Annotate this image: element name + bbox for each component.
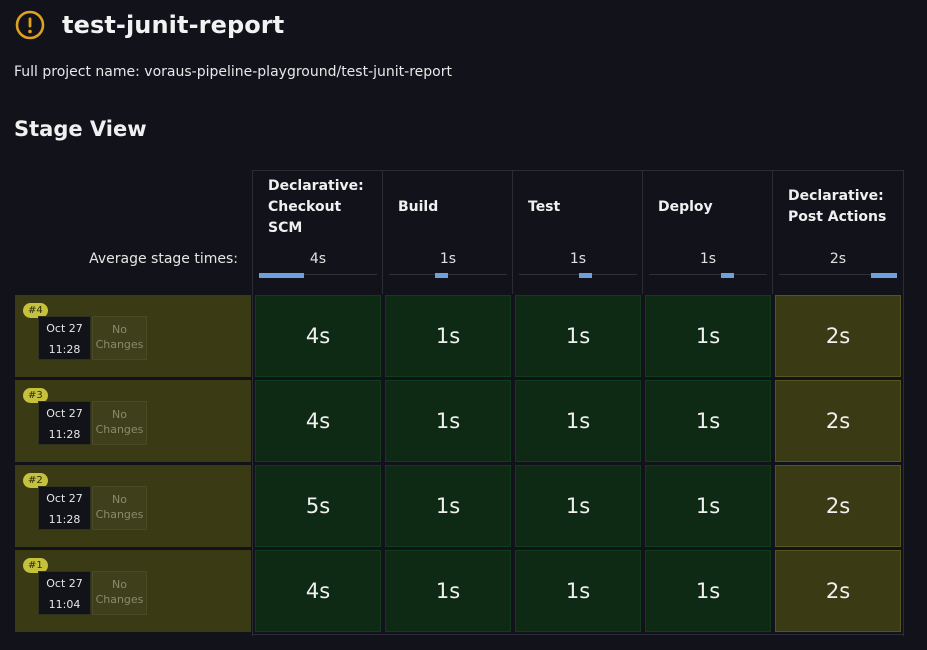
stage-name: Build [398,198,439,215]
stage-cell-success[interactable]: 1s [515,295,641,377]
table-border-bottom [252,634,904,635]
changes-text-line: No [112,493,127,506]
average-stage-times-label: Average stage times: [89,251,238,267]
stage-cell-success[interactable]: 1s [645,465,771,547]
stage-average-bar-track [259,274,377,275]
stage-cell-unstable[interactable]: 2s [775,295,901,377]
stage-average-bar [871,273,897,278]
stage-cell-success[interactable]: 1s [385,380,511,462]
stage-cell-success[interactable]: 4s [255,380,381,462]
stage-cell-success[interactable]: 1s [515,465,641,547]
stage-name: Declarative: Post Actions [788,188,887,225]
build-date: Oct 27 [46,407,83,420]
changes-box[interactable]: No Changes [92,316,147,360]
stage-average-bar-track [519,274,637,275]
stage-cell-unstable[interactable]: 2s [775,380,901,462]
changes-box[interactable]: No Changes [92,486,147,530]
stage-average-bar-track [389,274,507,275]
stage-cell-success[interactable]: 1s [645,295,771,377]
build-number-badge[interactable]: #4 [23,303,48,318]
stage-cell-success[interactable]: 4s [255,295,381,377]
stage-cell-unstable[interactable]: 2s [775,550,901,632]
stage-view-title: Stage View [14,117,147,141]
build-number-badge[interactable]: #2 [23,473,48,488]
page-header: test-junit-report [14,9,284,41]
stage-cell-success[interactable]: 4s [255,550,381,632]
build-number-badge[interactable]: #3 [23,388,48,403]
stage-average-time: 1s [569,251,587,267]
stage-average-bar-track [779,274,897,275]
build-time: 11:28 [48,513,81,526]
stage-header: Test 1s [513,171,643,294]
build-date-box: Oct 27 11:04 [38,571,91,615]
stage-name: Declarative: Checkout SCM [268,177,364,236]
table-border-top [252,170,904,171]
changes-text-line: Changes [95,423,144,436]
stage-average-bar-track [649,274,767,275]
stage-cell-success[interactable]: 1s [645,380,771,462]
changes-box[interactable]: No Changes [92,571,147,615]
changes-text-line: No [112,408,127,421]
changes-text-line: No [112,323,127,336]
table-border-right [903,170,904,636]
stage-average-bar [435,273,448,278]
changes-text-line: No [112,578,127,591]
stage-cell-success[interactable]: 1s [645,550,771,632]
build-date: Oct 27 [46,577,83,590]
full-project-name: Full project name: voraus-pipeline-playg… [14,64,452,80]
changes-text-line: Changes [95,338,144,351]
build-date-box: Oct 27 11:28 [38,486,91,530]
build-run-label[interactable]: #2 Oct 27 11:28 No Changes [15,465,251,547]
build-time: 11:04 [48,598,81,611]
stage-average-time: 2s [829,251,847,267]
stage-name: Deploy [658,198,713,215]
page-title: test-junit-report [62,11,285,39]
stage-average-time: 1s [699,251,717,267]
build-date-box: Oct 27 11:28 [38,316,91,360]
stage-name: Test [528,198,561,215]
changes-text-line: Changes [95,508,144,521]
stage-cell-unstable[interactable]: 2s [775,465,901,547]
stage-header: Declarative: Checkout SCM 4s [253,171,383,294]
build-date: Oct 27 [46,492,83,505]
warning-icon [15,10,45,40]
stage-cell-success[interactable]: 1s [385,550,511,632]
build-date-box: Oct 27 11:28 [38,401,91,445]
build-run-label[interactable]: #3 Oct 27 11:28 No Changes [15,380,251,462]
table-border-left [252,170,253,636]
stage-cell-success[interactable]: 1s [515,550,641,632]
build-run-label[interactable]: #4 Oct 27 11:28 No Changes [15,295,251,377]
build-time: 11:28 [48,343,81,356]
stage-cell-success[interactable]: 1s [385,465,511,547]
stage-average-bar [721,273,734,278]
build-run-label[interactable]: #1 Oct 27 11:04 No Changes [15,550,251,632]
changes-text-line: Changes [95,593,144,606]
stage-average-time: 4s [309,251,327,267]
build-time: 11:28 [48,428,81,441]
stage-average-bar [579,273,592,278]
stage-header: Declarative: Post Actions 2s [773,171,903,294]
changes-box[interactable]: No Changes [92,401,147,445]
stage-average-bar [259,273,304,278]
stage-header: Deploy 1s [643,171,773,294]
stage-cell-success[interactable]: 5s [255,465,381,547]
build-number-badge[interactable]: #1 [23,558,48,573]
build-date: Oct 27 [46,322,83,335]
stage-cell-success[interactable]: 1s [385,295,511,377]
stage-cell-success[interactable]: 1s [515,380,641,462]
stage-header: Build 1s [383,171,513,294]
stage-average-time: 1s [439,251,457,267]
